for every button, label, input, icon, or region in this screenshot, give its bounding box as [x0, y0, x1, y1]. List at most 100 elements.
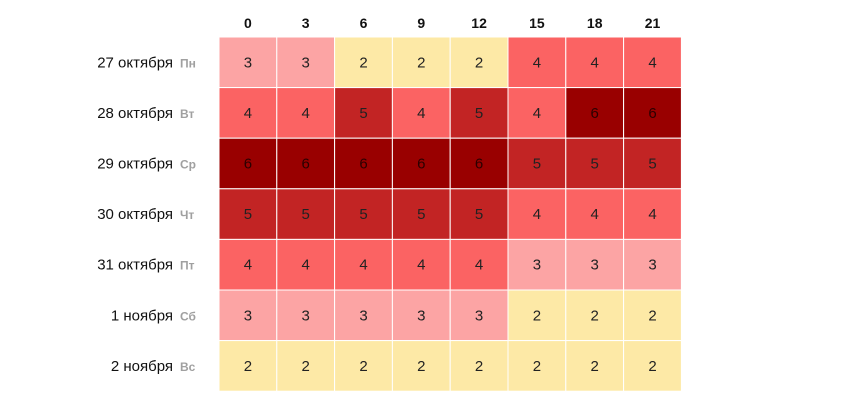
- heatmap-cell: [565, 137, 625, 190]
- cell-value: 6: [475, 156, 483, 173]
- weekday-label: Пн: [180, 56, 196, 70]
- heatmap-cell: [623, 289, 682, 342]
- cell-value: 4: [244, 105, 252, 122]
- cell-value: 4: [302, 105, 310, 122]
- cell-value: 3: [302, 54, 310, 71]
- cell-value: 2: [591, 307, 599, 324]
- heatmap-cell: [507, 289, 567, 342]
- cell-value: 5: [475, 206, 483, 223]
- cell-value: 3: [244, 54, 252, 71]
- cell-value: 4: [533, 105, 541, 122]
- hour-label: 0: [244, 15, 252, 31]
- cell-value: 4: [648, 206, 656, 223]
- heatmap-cell: [565, 340, 625, 392]
- heatmap-cell: [507, 137, 567, 190]
- cell-value: 2: [591, 358, 599, 375]
- cell-value: 2: [417, 54, 425, 71]
- cell-value: 3: [417, 307, 425, 324]
- heatmap-cell: [623, 137, 682, 190]
- heatmap-cell: [276, 87, 336, 139]
- cell-value: 5: [475, 105, 483, 122]
- cell-value: 4: [417, 257, 425, 274]
- date-label: 1 ноября: [111, 307, 173, 324]
- date-label: 30 октября: [97, 206, 173, 223]
- cell-value: 2: [417, 358, 425, 375]
- heatmap-cell: [507, 340, 567, 392]
- cell-value: 5: [648, 156, 656, 173]
- heatmap-cell: [218, 36, 278, 89]
- heatmap-cell: [449, 289, 509, 342]
- heatmap-cell: [565, 289, 625, 342]
- cell-value: 3: [591, 257, 599, 274]
- cell-value: 4: [359, 257, 367, 274]
- heatmap-cell: [218, 340, 278, 392]
- cell-value: 2: [359, 358, 367, 375]
- hour-label: 3: [302, 15, 310, 31]
- cell-value: 4: [244, 257, 252, 274]
- heatmap-cell: [623, 340, 682, 392]
- heatmap-cell: [391, 188, 451, 240]
- cell-value: 6: [648, 105, 656, 122]
- heatmap-cell: [391, 238, 451, 291]
- heatmap-cell: [276, 137, 336, 190]
- heatmap-cell: [565, 188, 625, 240]
- hour-label: 6: [360, 15, 368, 31]
- weekday-label: Пт: [180, 259, 195, 273]
- cell-value: 4: [533, 206, 541, 223]
- heatmap-cell: [276, 289, 336, 342]
- cell-value: 2: [359, 54, 367, 71]
- date-label: 29 октября: [97, 156, 173, 173]
- heatmap-cell: [449, 238, 509, 291]
- heatmap-cell: [218, 137, 278, 190]
- heatmap-cell: [334, 188, 393, 240]
- weekday-label: Вс: [180, 360, 196, 374]
- date-label: 28 октября: [97, 105, 173, 122]
- cell-value: 2: [302, 358, 310, 375]
- cell-value: 2: [648, 307, 656, 324]
- cell-value: 3: [244, 307, 252, 324]
- cell-value: 4: [302, 257, 310, 274]
- hour-label: 21: [645, 15, 661, 31]
- cell-value: 3: [359, 307, 367, 324]
- hour-label: 9: [417, 15, 425, 31]
- cell-value: 5: [359, 105, 367, 122]
- heatmap-cell: [218, 188, 278, 240]
- heatmap-cell: [449, 188, 509, 240]
- cell-value: 2: [648, 358, 656, 375]
- date-label: 2 ноября: [111, 358, 173, 375]
- cell-value: 5: [533, 156, 541, 173]
- weekday-label: Сб: [180, 309, 196, 323]
- hour-label: 18: [587, 15, 603, 31]
- cell-value: 5: [591, 156, 599, 173]
- heatmap-cell: [334, 36, 393, 89]
- cell-value: 6: [417, 156, 425, 173]
- heatmap-cell: [391, 87, 451, 139]
- date-axis: 27 октября Пн 28 октября Вт 29 октября Ср 30 о…: [97, 54, 196, 375]
- cell-value: 4: [417, 105, 425, 122]
- heatmap-cell: [565, 238, 625, 291]
- heatmap-cell: [449, 137, 509, 190]
- cell-value: 2: [533, 307, 541, 324]
- cell-value: 5: [244, 206, 252, 223]
- weekday-label: Чт: [180, 208, 194, 222]
- cell-value: 3: [302, 307, 310, 324]
- cell-value: 3: [533, 257, 541, 274]
- heatmap-cell: [623, 87, 682, 139]
- heatmap-cell: [623, 36, 682, 89]
- cell-value: 2: [475, 54, 483, 71]
- weekday-label: Ср: [180, 158, 196, 172]
- cell-value: 4: [591, 54, 599, 71]
- heatmap-cells: 3 3 2 2 2 4 4 4 4 4 5 4 5 4 6 6 6 6 6 6 6 5 5 5 5 5 5 5 5 4 4 4 4 4 4 4 4 3 3 3…: [218, 36, 682, 392]
- heatmap-cell: [276, 36, 336, 89]
- hour-label: 15: [529, 15, 545, 31]
- heatmap-cell: [449, 340, 509, 392]
- heatmap-cell: [334, 137, 393, 190]
- cell-value: 5: [302, 206, 310, 223]
- date-label: 27 октября: [97, 54, 173, 71]
- weekday-label: Вт: [180, 107, 195, 121]
- date-label: 31 октября: [97, 257, 173, 274]
- cell-value: 4: [475, 257, 483, 274]
- cell-value: 2: [475, 358, 483, 375]
- cell-value: 4: [648, 54, 656, 71]
